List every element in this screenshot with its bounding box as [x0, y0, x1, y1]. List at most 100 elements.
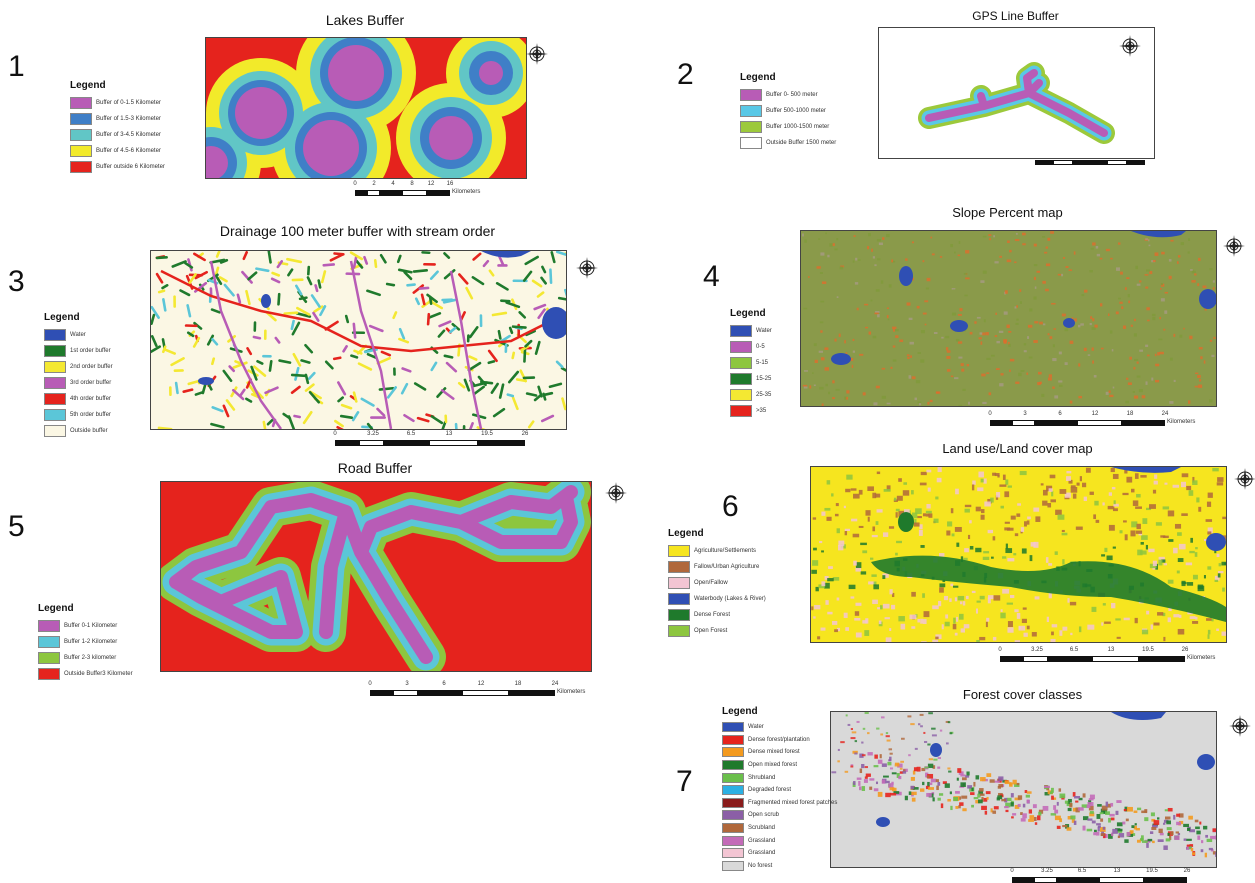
scale-tick-label: 13	[1108, 647, 1115, 653]
legend-swatch	[70, 161, 92, 173]
legend-item: Shrubland	[722, 771, 837, 784]
scale-bar	[370, 690, 555, 696]
scale-bar	[335, 440, 525, 446]
legend-item: Buffer 2-3 kilometer	[38, 650, 133, 666]
legend-swatch	[44, 393, 66, 405]
legend-swatch	[730, 325, 752, 337]
scale-bar	[990, 420, 1165, 426]
legend-item: 5th order buffer	[44, 407, 113, 423]
legend-label: Buffer of 0-1.5 Kilometer	[96, 100, 161, 106]
legend-label: Outside Buffer 1500 meter	[766, 140, 836, 146]
legend-swatch	[668, 625, 690, 637]
legend-swatch	[730, 357, 752, 369]
legend-title: Legend	[722, 706, 837, 717]
legend-swatch	[668, 577, 690, 589]
legend-label: Degraded forest	[748, 787, 791, 793]
legend-label: Open mixed forest	[748, 762, 797, 768]
scale-tick-label: 0	[333, 431, 336, 437]
legend-label: Scrubland	[748, 825, 775, 831]
legend-label: Shrubland	[748, 775, 775, 781]
legend-swatch	[722, 810, 744, 820]
legend-swatch	[668, 593, 690, 605]
scale-tick-label: 3.25	[1041, 868, 1053, 874]
legend-label: Open Forest	[694, 628, 727, 634]
legend-item: Buffer 0-1 Kilometer	[38, 618, 133, 634]
compass-rose-icon	[525, 42, 549, 66]
scale-tick-label: 19.5	[1142, 647, 1154, 653]
legend-label: Buffer 2-3 kilometer	[64, 655, 116, 661]
legend-label: Dense mixed forest	[748, 749, 800, 755]
legend-item: 1st order buffer	[44, 343, 113, 359]
map-title-drainage-buffer: Drainage 100 meter buffer with stream or…	[150, 223, 565, 239]
legend-item: 3rd order buffer	[44, 375, 113, 391]
map-drainage-buffer	[150, 250, 567, 430]
legend-item: Agriculture/Settlements	[668, 543, 766, 559]
legend-label: Buffer of 4.5-6 Kilometer	[96, 148, 161, 154]
scale-tick-label: 12	[1092, 411, 1099, 417]
scale-tick-label: 3	[405, 681, 408, 687]
scale-unit: Kilometers	[1187, 655, 1215, 661]
legend-swatch	[70, 113, 92, 125]
compass-rose-icon	[1228, 714, 1252, 738]
legend-swatch	[740, 89, 762, 101]
legend-item: Buffer of 4.5-6 Kilometer	[70, 143, 165, 159]
legend-swatch	[740, 105, 762, 117]
scale-tick-label: 0	[988, 411, 991, 417]
legend-label: Water	[756, 328, 772, 334]
legend-swatch	[722, 798, 744, 808]
legend-label: Fragmented mixed forest patches	[748, 800, 837, 806]
legend-item: 2nd order buffer	[44, 359, 113, 375]
compass-rose-icon	[575, 256, 599, 280]
legend-item: 4th order buffer	[44, 391, 113, 407]
legend-swatch	[722, 836, 744, 846]
legend-swatch	[722, 785, 744, 795]
legend-swatch	[44, 361, 66, 373]
legend-title: Legend	[70, 80, 165, 91]
legend-swatch	[70, 129, 92, 141]
legend-swatch	[730, 341, 752, 353]
legend-swatch	[44, 345, 66, 357]
scale-tick-label: 6.5	[1070, 647, 1078, 653]
legend-label: Outside buffer	[70, 428, 108, 434]
scale-tick-label: 0	[353, 181, 356, 187]
panel-number-4: 4	[703, 260, 720, 294]
legend-label: Buffer 1-2 Kilometer	[64, 639, 117, 645]
panel-number-5: 5	[8, 510, 25, 544]
legend-item: Dense mixed forest	[722, 746, 837, 759]
legend-item: Open Forest	[668, 623, 766, 639]
legend-item: Dense forest/plantation	[722, 734, 837, 747]
scale-tick-label: 26	[1182, 647, 1189, 653]
legend-swatch	[722, 722, 744, 732]
legend-item: Waterbody (Lakes & River)	[668, 591, 766, 607]
scale-tick-label: 26	[1184, 868, 1191, 874]
scale-tick-label: 6	[1058, 411, 1061, 417]
legend-label: Agriculture/Settlements	[694, 548, 756, 554]
legend-label: Open scrub	[748, 812, 779, 818]
scale-tick-label: 4	[391, 181, 394, 187]
legend-item: Outside Buffer 1500 meter	[740, 135, 836, 151]
legend-swatch	[38, 636, 60, 648]
legend-label: Buffer outside 6 Kilometer	[96, 164, 165, 170]
legend-swatch	[44, 409, 66, 421]
scale-tick-label: 6	[442, 681, 445, 687]
legend-item: Dense Forest	[668, 607, 766, 623]
scale-tick-label: 26	[522, 431, 529, 437]
legend-label: Water	[748, 724, 764, 730]
legend-lakes-buffer: Legend Buffer of 0-1.5 Kilometer Buffer o…	[70, 80, 165, 175]
legend-swatch	[730, 405, 752, 417]
panel-number-1: 1	[8, 50, 25, 84]
legend-swatch	[44, 329, 66, 341]
legend-item: Buffer 500-1000 meter	[740, 103, 836, 119]
map-road-buffer	[160, 481, 592, 672]
legend-swatch	[668, 545, 690, 557]
legend-item: Buffer of 0-1.5 Kilometer	[70, 95, 165, 111]
